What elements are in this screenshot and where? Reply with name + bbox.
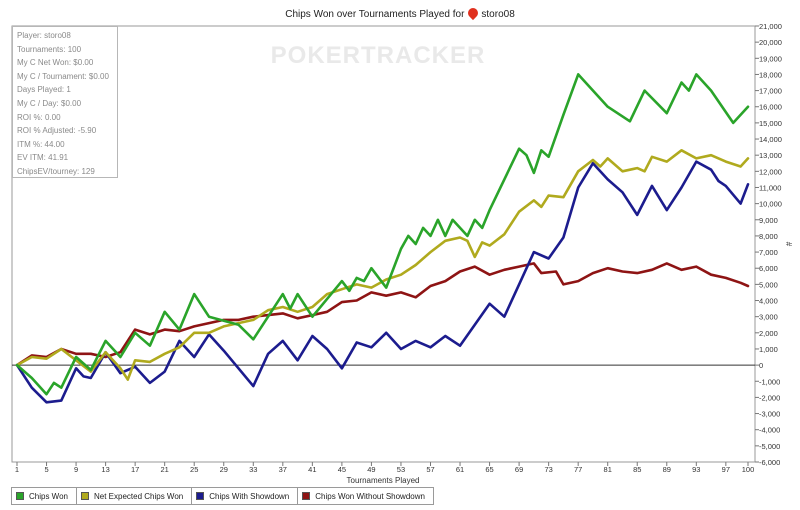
x-tick-label: 5 — [44, 465, 48, 474]
y-tick-label: 18,000 — [759, 70, 782, 79]
watermark: POKERTRACKER — [271, 42, 486, 69]
stat-line: My C Net Won: $0.00 — [17, 58, 94, 68]
legend-label: Chips With Showdown — [209, 491, 290, 501]
x-tick-label: 93 — [692, 465, 700, 474]
y-tick-label: -1,000 — [759, 377, 780, 386]
x-tick-label: 1 — [15, 465, 19, 474]
legend-label: Net Expected Chips Won — [93, 491, 184, 501]
legend-item: Net Expected Chips Won — [77, 488, 193, 504]
y-tick-label: -3,000 — [759, 410, 780, 419]
stat-line: ROI % Adjusted: -5.90 — [17, 126, 97, 136]
y-tick-label: 7,000 — [759, 248, 778, 257]
legend-swatch — [80, 492, 89, 500]
x-tick-label: 41 — [308, 465, 316, 474]
y-tick-label: 12,000 — [759, 167, 782, 176]
x-tick-label: 69 — [515, 465, 523, 474]
y-tick-label: 3,000 — [759, 313, 778, 322]
y-tick-label: 4,000 — [759, 297, 778, 306]
legend-item: Chips With Showdown — [192, 488, 299, 504]
x-tick-label: 85 — [633, 465, 641, 474]
chart-legend: Chips Won Net Expected Chips Won Chips Wit… — [11, 487, 434, 505]
stat-line: Tournaments: 100 — [17, 44, 82, 54]
y-tick-label: -5,000 — [759, 442, 780, 451]
y-tick-label: 11,000 — [759, 183, 781, 192]
chart-title-text: Chips Won over Tournaments Played for — [285, 9, 465, 20]
x-tick-label: 97 — [722, 465, 730, 474]
stat-line: EV ITM: 41.91 — [17, 153, 69, 163]
y-axis-label: # — [784, 242, 793, 247]
player-name: storo08 — [481, 9, 515, 20]
y-tick-label: 15,000 — [759, 119, 782, 128]
stat-line: Player: storo08 — [17, 31, 71, 40]
y-tick-label: -6,000 — [759, 458, 780, 467]
legend-label: Chips Won Without Showdown — [315, 491, 425, 501]
y-tick-label: 10,000 — [759, 200, 782, 209]
stat-line: My C / Day: $0.00 — [17, 98, 82, 108]
stat-line: ROI %: 0.00 — [17, 112, 61, 122]
x-tick-label: 81 — [604, 465, 612, 474]
x-tick-label: 45 — [338, 465, 346, 474]
y-tick-label: 14,000 — [759, 135, 782, 144]
y-tick-label: 8,000 — [759, 232, 778, 241]
y-tick-label: 19,000 — [759, 54, 782, 63]
y-tick-label: 21,000 — [759, 22, 782, 31]
stat-line: ITM %: 44.00 — [17, 139, 65, 149]
y-tick-label: 5,000 — [759, 280, 778, 289]
x-tick-label: 65 — [485, 465, 493, 474]
x-tick-label: 57 — [426, 465, 434, 474]
legend-swatch — [16, 492, 24, 500]
stat-line: My C / Tournament: $0.00 — [17, 71, 109, 81]
y-tick-label: 13,000 — [759, 151, 782, 160]
series-line-net-expected-chips-won — [15, 149, 750, 381]
x-tick-label: 33 — [249, 465, 257, 474]
x-tick-label: 89 — [663, 465, 671, 474]
x-tick-label: 53 — [397, 465, 405, 474]
x-tick-label: 21 — [161, 465, 169, 474]
player-stats-panel: Player: storo08 Tournaments: 100 My C Net … — [12, 26, 118, 178]
legend-swatch — [302, 492, 311, 500]
y-tick-label: -4,000 — [759, 426, 780, 435]
y-tick-label: 0 — [759, 361, 763, 370]
legend-label: Chips Won — [29, 491, 68, 501]
stat-line: ChipsEV/tourney: 129 — [17, 166, 95, 176]
y-tick-label: 17,000 — [759, 87, 782, 96]
legend-item: Chips Won Without Showdown — [298, 488, 433, 504]
x-tick-label: 9 — [74, 465, 78, 474]
x-tick-label: 73 — [544, 465, 552, 474]
x-tick-label: 61 — [456, 465, 464, 474]
y-tick-label: 1,000 — [759, 345, 778, 354]
series-line-chips-with-showdown — [15, 160, 750, 404]
x-tick-label: 37 — [279, 465, 287, 474]
legend-swatch — [196, 492, 205, 500]
y-tick-label: 20,000 — [759, 38, 782, 47]
series-line-chips-won — [15, 73, 750, 396]
y-tick-label: 6,000 — [759, 264, 778, 273]
x-tick-label: 29 — [220, 465, 228, 474]
x-tick-label: 25 — [190, 465, 198, 474]
x-tick-label: 49 — [367, 465, 375, 474]
x-tick-label: 17 — [131, 465, 139, 474]
y-tick-label: 16,000 — [759, 103, 782, 112]
x-tick-label: 77 — [574, 465, 582, 474]
chart-title: Chips Won over Tournaments Played for sto… — [0, 5, 800, 21]
x-axis-label: Tournaments Played — [347, 476, 420, 485]
x-tick-label: 13 — [101, 465, 109, 474]
stat-line: Days Played: 1 — [17, 85, 71, 95]
y-tick-label: -2,000 — [759, 393, 780, 402]
series-line-chips-won-without-showdown — [15, 262, 750, 367]
x-tick-label: 100 — [742, 465, 755, 474]
y-tick-label: 2,000 — [759, 329, 778, 338]
legend-item: Chips Won — [12, 488, 77, 504]
plot-area — [11, 25, 756, 463]
y-tick-label: 9,000 — [759, 216, 778, 225]
